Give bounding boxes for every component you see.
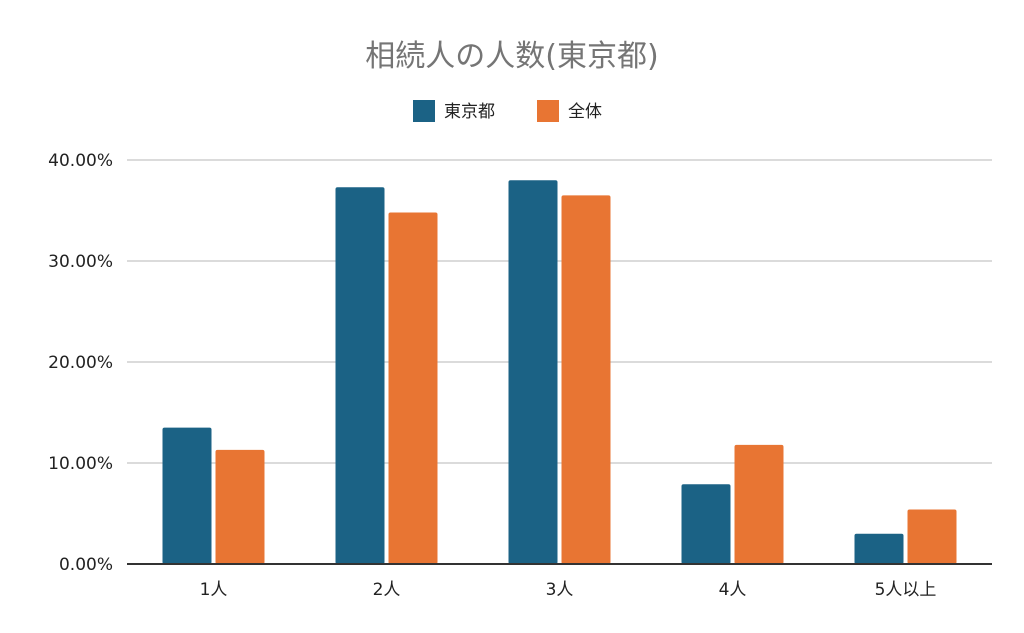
bar-1-5 — [854, 533, 904, 564]
x-tick-label: 5人以上 — [875, 580, 937, 600]
y-tick-label: 40.00% — [48, 151, 113, 171]
y-tick-label: 30.00% — [48, 252, 113, 272]
bars — [162, 180, 957, 564]
y-tick-label: 20.00% — [48, 353, 113, 373]
bar-1-4 — [681, 484, 731, 564]
bar-2-1 — [215, 449, 265, 564]
gridlines — [127, 159, 992, 464]
y-tick-label: 0.00% — [59, 555, 113, 575]
legend-swatch-1 — [413, 100, 435, 122]
legend-swatch-2 — [537, 100, 559, 122]
legend-label-1: 東京都 — [444, 102, 495, 122]
bar-1-2 — [335, 187, 385, 564]
y-tick-label: 10.00% — [48, 454, 113, 474]
y-axis-ticks: 0.00% 10.00% 20.00% 30.00% 40.00% — [48, 151, 113, 575]
x-tick-label: 3人 — [546, 580, 574, 600]
bar-2-2 — [388, 212, 438, 564]
bar-1-1 — [162, 427, 212, 564]
bar-2-5 — [907, 509, 957, 564]
x-axis-labels: 1人 2人 3人 4人 5人以上 — [200, 580, 937, 600]
bar-1-3 — [508, 180, 558, 564]
x-tick-label: 2人 — [373, 580, 401, 600]
legend-label-2: 全体 — [568, 102, 602, 122]
bar-2-3 — [561, 195, 611, 564]
bar-2-4 — [734, 444, 784, 564]
x-tick-label: 4人 — [719, 580, 747, 600]
chart-title: 相続人の人数(東京都) — [365, 39, 658, 74]
x-tick-label: 1人 — [200, 580, 228, 600]
legend: 東京都 全体 — [413, 100, 602, 122]
